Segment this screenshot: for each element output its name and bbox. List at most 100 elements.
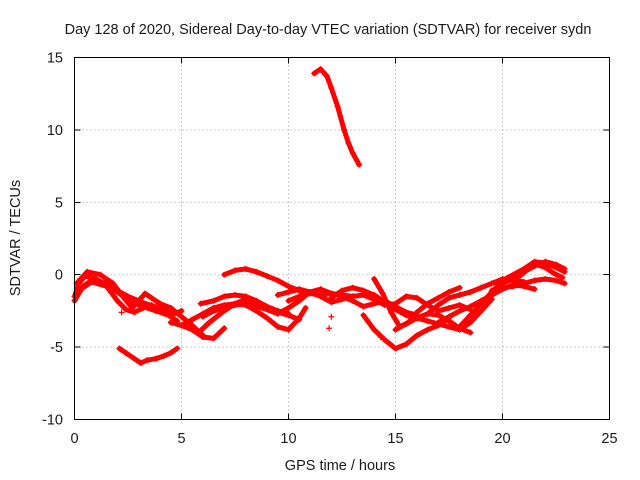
data-point xyxy=(488,287,495,294)
data-point xyxy=(403,320,410,327)
data-point xyxy=(356,161,363,168)
x-tick-label: 15 xyxy=(387,431,403,447)
data-point xyxy=(446,294,452,301)
data-point xyxy=(533,261,540,268)
data-point xyxy=(550,270,557,277)
y-tick-label: 15 xyxy=(47,51,63,67)
series-arc-5 xyxy=(116,345,181,367)
data-point xyxy=(221,325,228,332)
data-point xyxy=(435,312,442,319)
data-point xyxy=(221,293,228,300)
data-point xyxy=(195,329,202,336)
data-point xyxy=(349,284,356,291)
data-point xyxy=(167,349,174,356)
data-point xyxy=(274,277,281,284)
data-point xyxy=(456,302,463,309)
data-point xyxy=(349,150,356,157)
x-tick-label: 20 xyxy=(494,431,510,447)
data-point-outlier-4 xyxy=(118,309,125,316)
data-point xyxy=(561,280,568,287)
data-point xyxy=(424,318,431,325)
data-point xyxy=(167,312,174,319)
series-arc-10 xyxy=(197,291,292,317)
data-point xyxy=(285,326,292,333)
data-point xyxy=(161,352,168,359)
data-point xyxy=(232,291,238,298)
data-point xyxy=(328,84,335,91)
data-point xyxy=(341,126,348,133)
data-point xyxy=(317,66,324,73)
data-point xyxy=(328,294,335,301)
y-tick-label: 10 xyxy=(47,123,63,139)
data-point xyxy=(379,290,386,297)
data-point xyxy=(189,316,196,323)
data-point xyxy=(242,265,249,272)
x-axis-label: GPS time / hours xyxy=(285,458,395,474)
series-line-arc-3 xyxy=(74,269,206,338)
data-point xyxy=(403,341,410,348)
data-point xyxy=(178,313,185,320)
data-point xyxy=(296,293,303,300)
data-point xyxy=(122,306,129,313)
data-point xyxy=(199,333,206,340)
data-point xyxy=(137,360,144,367)
data-point xyxy=(435,294,442,301)
data-point xyxy=(264,303,271,310)
data-point xyxy=(488,280,495,287)
data-point xyxy=(478,300,485,307)
data-point xyxy=(199,313,206,320)
data-point xyxy=(296,286,303,293)
y-tick-label: -10 xyxy=(42,413,63,429)
data-point xyxy=(152,355,159,362)
data-point xyxy=(285,297,292,304)
data-point xyxy=(77,286,84,293)
data-point xyxy=(403,293,410,300)
data-point xyxy=(388,309,395,316)
y-axis-label: SDTVAR / TECUs xyxy=(8,180,24,296)
data-point xyxy=(210,307,217,314)
data-point xyxy=(88,278,95,285)
data-point xyxy=(317,293,324,300)
data-point xyxy=(553,261,559,268)
data-point xyxy=(317,286,324,293)
data-point xyxy=(116,345,123,352)
data-point xyxy=(274,307,281,314)
data-point xyxy=(467,319,474,326)
data-point xyxy=(103,283,110,290)
data-point xyxy=(118,291,125,298)
data-point xyxy=(525,265,532,272)
data-point xyxy=(157,306,164,313)
data-point xyxy=(360,303,367,310)
data-point xyxy=(520,280,527,287)
data-point xyxy=(403,312,410,319)
data-point xyxy=(174,345,181,352)
data-point xyxy=(339,287,345,294)
data-point xyxy=(274,323,281,330)
data-point xyxy=(478,284,485,291)
data-point xyxy=(456,323,463,330)
data-point xyxy=(178,307,185,314)
data-point xyxy=(499,280,506,287)
data-point xyxy=(189,326,196,333)
data-point xyxy=(435,319,442,326)
data-point xyxy=(135,297,142,304)
data-point xyxy=(339,293,345,300)
data-point xyxy=(531,286,538,293)
data-point xyxy=(467,329,474,336)
data-point xyxy=(446,313,452,320)
data-point xyxy=(210,297,217,304)
data-point xyxy=(285,305,292,312)
data-point xyxy=(144,357,151,364)
data-point xyxy=(206,319,213,326)
data-point xyxy=(392,326,399,333)
data-point xyxy=(371,276,378,283)
data-point xyxy=(242,293,249,300)
data-point xyxy=(157,300,164,307)
data-point xyxy=(242,300,249,307)
series-arc-14 xyxy=(311,66,363,168)
data-point xyxy=(553,277,559,284)
data-point xyxy=(467,289,474,296)
data-point xyxy=(413,309,420,316)
